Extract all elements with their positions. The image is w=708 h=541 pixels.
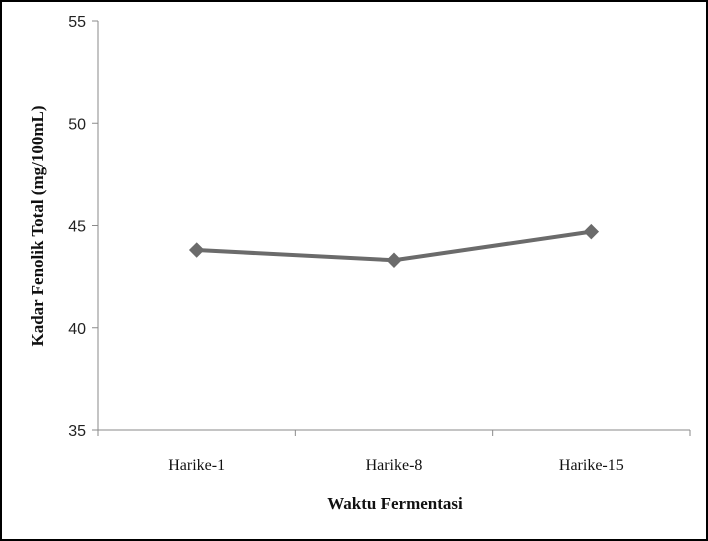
y-axis-title: Kadar Fenolik Total (mg/100mL)	[28, 105, 47, 346]
x-tick-label: Harike-15	[559, 457, 624, 474]
y-tick-label: 55	[68, 14, 86, 31]
y-tick-label: 50	[68, 116, 86, 133]
x-tick-label: Harike-1	[168, 457, 225, 474]
series	[188, 223, 600, 268]
x-axis: Harike-1 Harike-8 Harike-15	[97, 429, 691, 474]
y-tick-label: 35	[68, 423, 86, 440]
data-point-marker	[188, 242, 205, 258]
y-tick-label: 45	[68, 219, 86, 236]
x-axis-title: Waktu Fermentasi	[327, 494, 463, 513]
data-point-marker	[583, 223, 600, 240]
x-tick-label: Harike-8	[366, 457, 423, 474]
y-axis: 35 40 45 50 55	[68, 14, 99, 440]
data-point-marker	[386, 252, 402, 268]
y-tick-label: 40	[68, 321, 86, 338]
